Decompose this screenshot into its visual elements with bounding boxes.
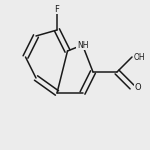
Text: NH: NH xyxy=(77,40,88,50)
Text: OH: OH xyxy=(134,52,145,62)
Text: O: O xyxy=(135,82,141,91)
Text: F: F xyxy=(55,4,59,14)
